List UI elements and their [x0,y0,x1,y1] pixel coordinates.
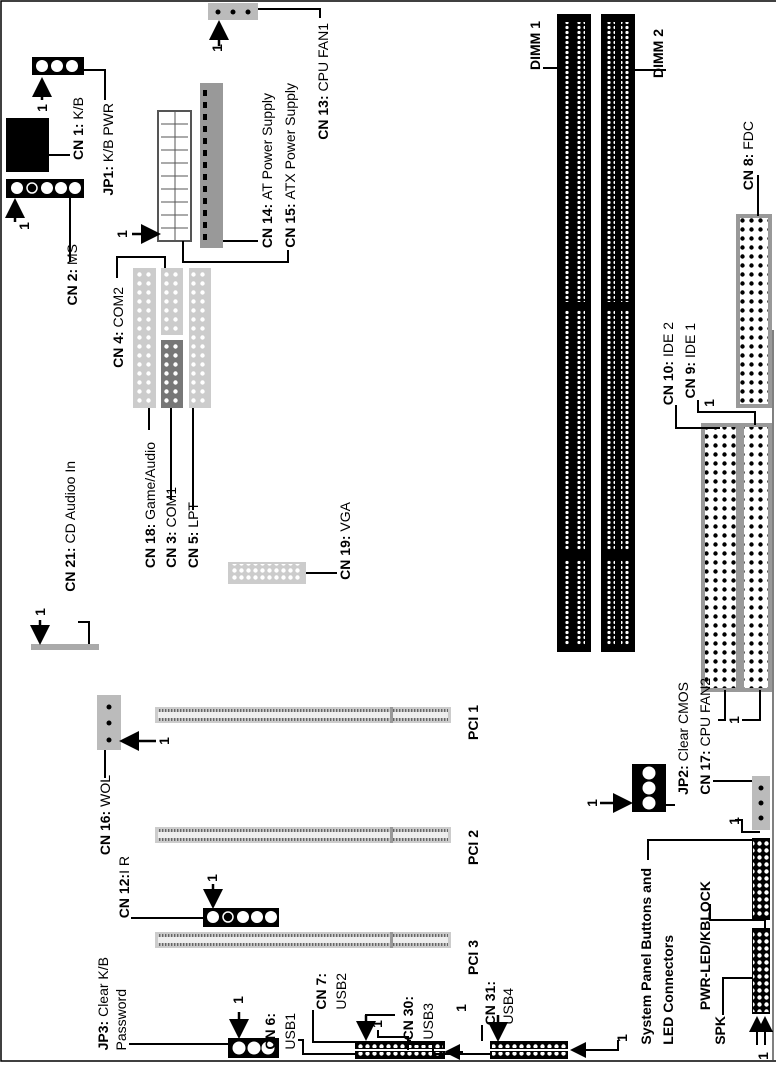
label-led-connectors: LED Connectors [660,935,676,1045]
label-system-panel: System Panel Buttons and [638,868,654,1045]
label-cn31: CN 31: [482,980,498,1025]
fdc-connector [736,214,772,408]
label-cn15: CN 15: ATX Power Supply [282,83,298,248]
ide1-connector [740,423,772,692]
pin1-marker: 1 [368,1020,385,1028]
label-pwr-led-kblock: PWR-LED/KBLOCK [697,880,713,1010]
label-cn4: CN 4: COM2 [110,287,126,368]
label-cn21: CN 21: CD Audioo In [62,461,78,592]
label-cn30: CN 30: [400,995,416,1040]
label-cn7: CN 7: [313,973,329,1010]
label-cn6: CN 6: [262,1013,278,1050]
dimm1-slot [557,14,591,652]
pin1-marker: 1 [208,44,225,52]
label-cn14: CN 14: AT Power Supply [259,92,275,248]
at-power-connector [200,83,223,248]
dimm2-slot [601,14,635,652]
pin1-marker: 1 [452,1004,469,1012]
pin1-marker: 1 [229,996,246,1004]
pci1-slot [155,707,451,723]
label-jp3: JP3: Clear K/B [95,956,111,1050]
pin1-marker: 1 [31,608,48,616]
label-pci2: PCI 2 [465,829,481,865]
pin1-marker: 1 [613,1034,630,1042]
keyboard-connector [6,118,49,172]
pin1-marker: 1 [725,716,742,724]
usb3-usb4-header [490,1041,568,1059]
pci2-slot [155,827,451,843]
pin1-marker: 1 [113,230,130,238]
pin1-marker: 1 [203,874,220,882]
usb1-usb2-header [355,1041,445,1059]
label-cn3: CN 3: COM1 [163,487,179,568]
label-cn18: CN 18: Game/Audio [142,441,158,568]
pin1-marker: 1 [15,222,32,230]
label-usb4: USB4 [500,988,516,1025]
label-jp3-password: Password [113,988,129,1050]
pin1-marker: 1 [583,799,600,807]
label-usb1: USB1 [282,1013,298,1050]
pin1-marker: 1 [33,104,50,112]
pin1-marker: 1 [725,817,742,825]
label-cn1: CN 1: K/B [70,96,86,160]
label-jp2: JP2: Clear CMOS [675,682,691,795]
label-cn17: CN 17: CPU FAN2 [697,678,713,795]
pin1-marker: 1 [155,737,172,745]
label-pci1: PCI 1 [465,704,481,740]
pin1-marker: 1 [700,399,717,407]
label-dimm2: DIMM 2 [650,29,666,78]
cd-audio-in-connector [31,644,99,650]
label-cn9: CN 9: IDE 1 [682,322,698,398]
label-cn2: CN 2: MS [64,243,80,305]
label-cn10: CN 10: IDE 2 [660,321,676,405]
pci3-slot [155,932,451,948]
label-cn8: CN 8: FDC [740,120,756,190]
label-cn19: CN 19: VGA [337,502,353,580]
pin1-marker: 1 [754,1052,771,1060]
label-cn12: CN 12:I R [116,855,132,918]
label-dimm1: DIMM 1 [527,21,543,70]
ide2-connector [701,423,740,692]
label-spk: SPK [712,1016,728,1045]
label-usb3: USB3 [420,1003,436,1040]
label-pci3: PCI 3 [465,939,481,975]
label-usb2: USB2 [333,973,349,1010]
label-cn5: CN 5: LPT [185,501,201,568]
label-cn16: CN 16: WOL [97,774,113,855]
label-cn13: CN 13: CPU FAN1 [315,23,331,140]
label-jp1: JP1: K/B PWR [100,103,116,196]
